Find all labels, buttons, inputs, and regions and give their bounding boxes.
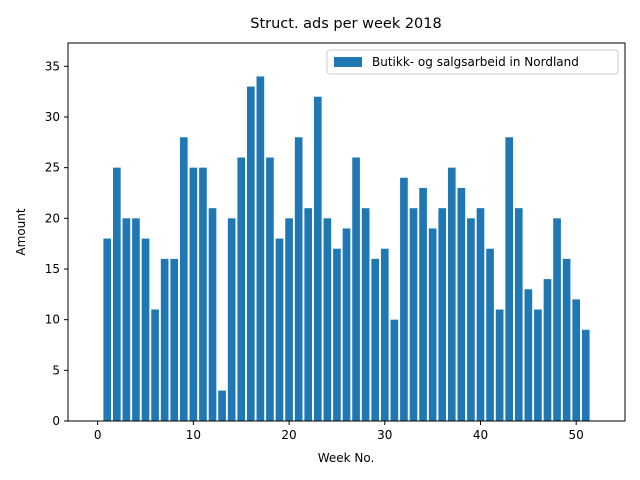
- bar-week-49: [562, 258, 571, 421]
- bar-week-18: [266, 157, 274, 421]
- legend-label: Butikk- og salgsarbeid in Nordland: [372, 55, 579, 69]
- bar-week-27: [352, 157, 360, 421]
- bar-week-36: [438, 208, 447, 421]
- bar-week-16: [246, 86, 255, 421]
- plot-frame: [67, 42, 626, 422]
- bar-week-31: [390, 319, 399, 421]
- x-tick-label: 20: [281, 428, 296, 442]
- y-axis-ticks: 0 5 10 15 20 25 30 35: [45, 59, 68, 428]
- x-tick-label: 50: [569, 428, 584, 442]
- bar-week-24: [323, 218, 332, 421]
- x-tick-label: 30: [377, 428, 392, 442]
- x-axis-label: Week No.: [318, 451, 375, 465]
- bar-week-44: [514, 208, 523, 421]
- bar-week-13: [218, 390, 226, 421]
- bar-week-33: [409, 208, 418, 421]
- bar-week-43: [505, 137, 514, 421]
- bar-week-8: [170, 258, 179, 421]
- x-axis-ticks: 0 10 20 30 40 50: [94, 421, 584, 442]
- bar-week-3: [122, 218, 131, 421]
- bar-week-22: [304, 208, 313, 421]
- legend-swatch: [334, 57, 362, 67]
- bar-week-23: [313, 96, 322, 422]
- bar-week-1: [103, 238, 112, 421]
- y-tick-label: 5: [52, 363, 60, 377]
- bar-week-15: [237, 157, 246, 421]
- x-tick-label: 10: [186, 428, 201, 442]
- bar-week-35: [428, 228, 437, 421]
- bar-week-30: [380, 248, 389, 421]
- x-tick-label: 0: [94, 428, 102, 442]
- bar-week-34: [419, 187, 427, 421]
- bar-week-6: [151, 309, 159, 421]
- legend: Butikk- og salgsarbeid in Nordland: [326, 49, 619, 75]
- bar-week-2: [112, 167, 121, 421]
- bar-week-17: [256, 76, 265, 421]
- bar-week-21: [294, 137, 303, 421]
- bar-week-51: [581, 329, 590, 421]
- bar-week-12: [208, 208, 217, 421]
- bar-week-28: [361, 208, 370, 421]
- y-tick-label: 15: [45, 262, 60, 276]
- bar-week-50: [572, 299, 581, 421]
- y-tick-label: 0: [52, 414, 60, 428]
- bar-week-48: [553, 218, 561, 421]
- chart-title: Struct. ads per week 2018: [250, 16, 441, 32]
- bar-week-46: [534, 309, 542, 421]
- bars-group: [103, 76, 590, 422]
- bar-week-40: [476, 208, 485, 421]
- y-axis-label: Amount: [14, 208, 28, 255]
- bar-week-47: [543, 279, 552, 421]
- bar-week-26: [342, 228, 351, 421]
- y-tick-label: 35: [45, 59, 60, 73]
- bar-week-32: [400, 177, 408, 421]
- bar-week-11: [199, 167, 207, 421]
- bar-week-45: [524, 289, 533, 421]
- bar-week-37: [447, 167, 456, 421]
- bar-week-20: [285, 218, 293, 421]
- bar-week-25: [333, 248, 341, 421]
- x-tick-label: 40: [473, 428, 488, 442]
- bar-week-29: [371, 258, 380, 421]
- bar-week-38: [457, 187, 466, 421]
- bar-week-9: [179, 137, 188, 421]
- bar-week-19: [275, 238, 284, 421]
- y-tick-label: 30: [45, 110, 60, 124]
- bar-week-7: [160, 258, 169, 421]
- bar-week-39: [467, 218, 475, 421]
- y-tick-label: 20: [45, 211, 60, 225]
- legend-box: [326, 49, 619, 75]
- y-tick-label: 25: [45, 161, 60, 175]
- bar-week-5: [141, 238, 150, 421]
- bar-week-4: [132, 218, 140, 421]
- y-tick-label: 10: [45, 313, 60, 327]
- bar-week-41: [486, 248, 494, 421]
- bar-week-10: [189, 167, 198, 421]
- bar-week-42: [495, 309, 504, 421]
- bar-week-14: [227, 218, 236, 421]
